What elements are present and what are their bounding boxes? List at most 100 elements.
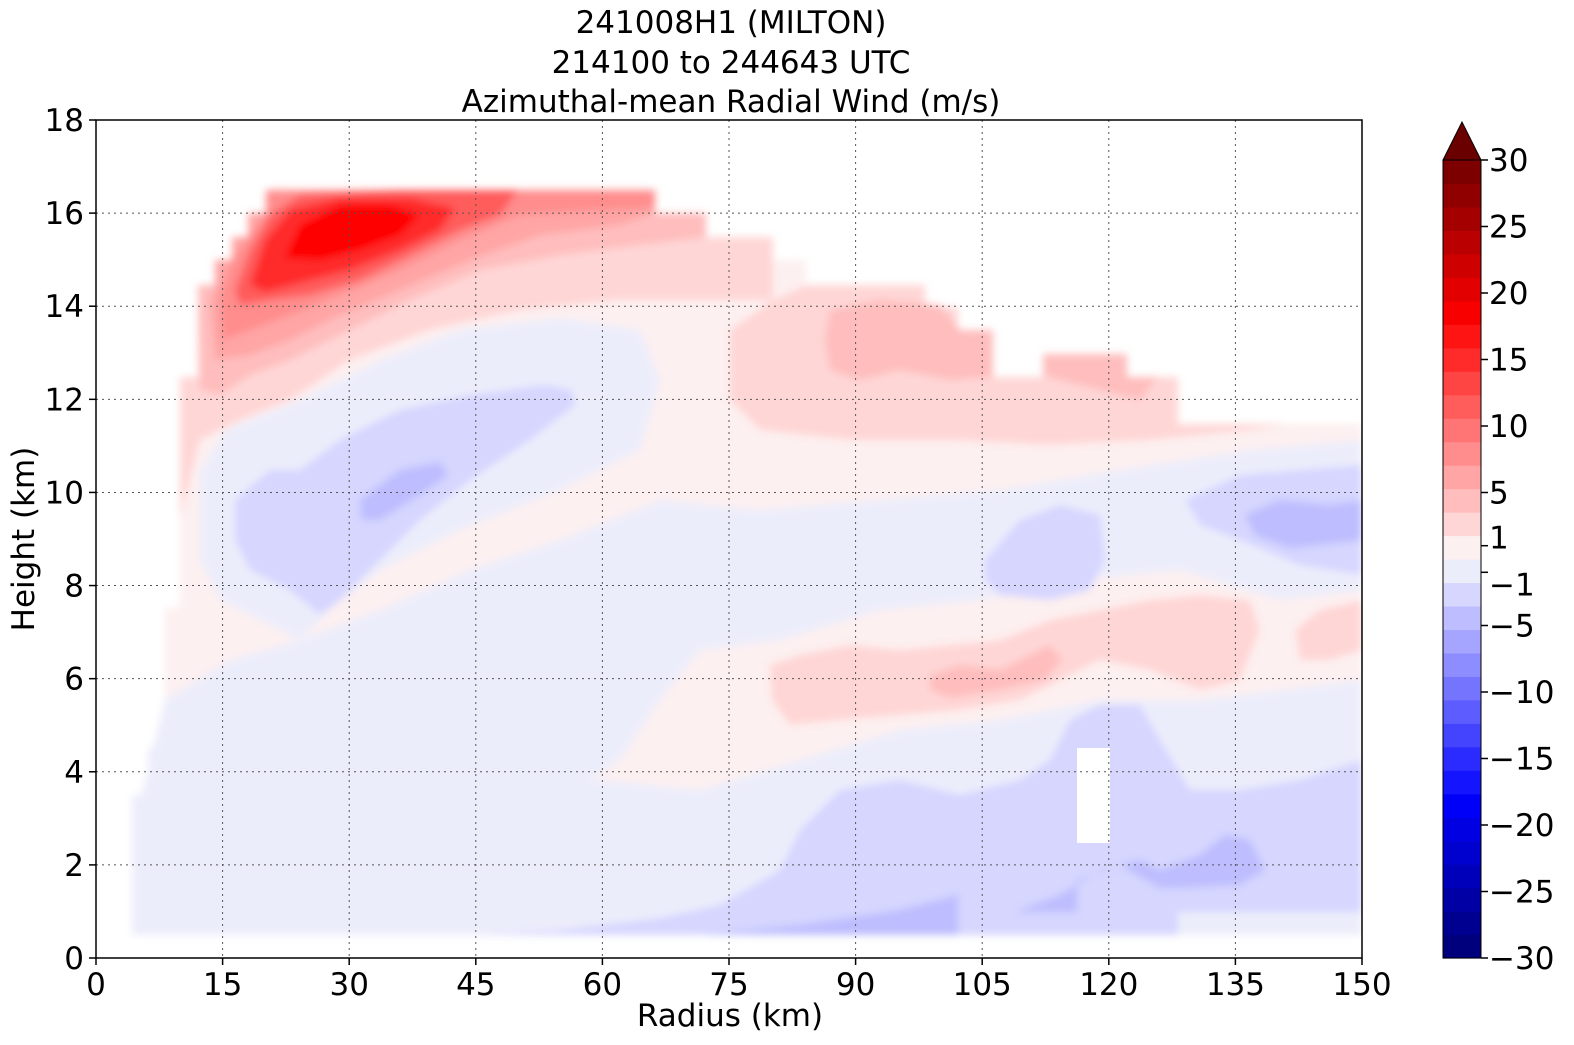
contour-pos-mid-right-b [1295, 600, 1362, 660]
title-line-1: 241008H1 (MILTON) [575, 5, 887, 41]
colorbar-segment-13 [1443, 629, 1481, 654]
colorbar-segment-31 [1443, 206, 1481, 232]
colorbar-segment-5 [1443, 817, 1481, 842]
x-tick-label-9: 135 [1206, 967, 1265, 1003]
colorbar-segment-1 [1443, 911, 1481, 936]
x-tick-label-10: 150 [1332, 967, 1391, 1003]
colorbar-segment-30 [1443, 230, 1481, 255]
y-tick-label-1: 2 [64, 848, 84, 884]
y-tick-label-9: 18 [45, 103, 84, 139]
colorbar-segment-26 [1443, 324, 1481, 349]
colorbar-segment-27 [1443, 300, 1481, 325]
x-tick-label-1: 15 [203, 967, 242, 1003]
x-tick-label-3: 45 [456, 967, 495, 1003]
x-tick-label-4: 60 [583, 967, 622, 1003]
colorbar-tick-label-4: 10 [1489, 409, 1528, 445]
colorbar-segment-7 [1443, 770, 1481, 795]
colorbar-segment-14 [1443, 605, 1481, 631]
contour-pos-mid-right [770, 595, 1260, 725]
colorbar-tick-label-13: −30 [1489, 941, 1554, 977]
contour-pos5-mid-right [930, 645, 1062, 698]
contour-pos5-upper-right [825, 300, 993, 380]
colorbar-segment-24 [1443, 371, 1481, 396]
colorbar-segment-21 [1443, 441, 1481, 466]
colorbar-segment-3 [1443, 864, 1481, 889]
colorbar-segment-4 [1443, 840, 1481, 865]
colorbar-segment-20 [1443, 465, 1481, 490]
colorbar-tick-label-11: −20 [1489, 808, 1554, 844]
contour-neg5-right-a [985, 505, 1105, 600]
colorbar-segment-0 [1443, 934, 1481, 959]
grid-lines [96, 120, 1362, 958]
y-tick-label-0: 0 [64, 941, 84, 977]
colorbar-segment-25 [1443, 347, 1481, 372]
colorbar-extend-arrow [1442, 120, 1482, 161]
colorbar-segment-12 [1443, 652, 1481, 677]
contour-neg10-bottom-right [1015, 835, 1265, 912]
colorbar-tick-label-6: 1 [1489, 521, 1509, 557]
y-tick-label-8: 16 [45, 196, 84, 232]
colorbar-segment-17 [1443, 535, 1481, 560]
y-tick-label-6: 12 [45, 382, 84, 418]
colorbar-segment-16 [1443, 559, 1481, 584]
x-tick-label-0: 0 [86, 967, 106, 1003]
y-tick-label-2: 4 [64, 755, 84, 791]
colorbar-segment-11 [1443, 676, 1481, 701]
x-tick-label-6: 90 [836, 967, 875, 1003]
colorbar: 30 25 20 15 10 5 1 −1 −5 −10 −15 −20 −25 −30 [1442, 120, 1554, 977]
colorbar-tick-label-8: −5 [1489, 609, 1535, 645]
x-axis-label: Radius (km) [637, 998, 823, 1034]
colorbar-tick-label-10: −15 [1489, 742, 1554, 778]
colorbar-tick-label-3: 15 [1489, 343, 1528, 379]
x-tick-label-8: 120 [1079, 967, 1138, 1003]
colorbar-segment-9 [1443, 723, 1481, 748]
y-axis-label: Height (km) [6, 447, 42, 632]
y-tick-label-5: 10 [45, 475, 84, 511]
colorbar-segment-19 [1443, 488, 1481, 513]
colorbar-segment-8 [1443, 746, 1481, 771]
contour-pos5-upper-right-b [1043, 354, 1158, 400]
contour-neg-lower-left [132, 748, 165, 935]
colorbar-tick-label-0: 30 [1489, 143, 1528, 179]
y-tick-label-3: 6 [64, 662, 84, 698]
contour-neg5-core [360, 462, 448, 520]
colorbar-tick-label-9: −10 [1489, 675, 1554, 711]
colorbar-segment-6 [1443, 793, 1481, 818]
colorbar-segment-18 [1443, 512, 1481, 537]
missing-data-gap [1077, 748, 1110, 843]
colorbar-segment-33 [1443, 160, 1481, 185]
colorbar-tick-label-2: 20 [1489, 276, 1528, 312]
contour-neg10-bottom [700, 895, 958, 935]
y-tick-label-7: 14 [45, 289, 84, 325]
contour-pos30-core [285, 205, 420, 260]
contour-neg10-right [1245, 500, 1362, 548]
contour-field [132, 190, 1362, 935]
colorbar-tick-label-5: 5 [1489, 476, 1509, 512]
colorbar-ticks: 30 25 20 15 10 5 1 −1 −5 −10 −15 −20 −25 −30 [1481, 143, 1554, 977]
colorbar-tick-label-1: 25 [1489, 210, 1528, 246]
contour-fill-layers [132, 190, 1362, 935]
colorbar-segments [1443, 160, 1481, 959]
colorbar-segment-15 [1443, 582, 1481, 607]
title-line-3: Azimuthal-mean Radial Wind (m/s) [461, 84, 1001, 120]
contour-neg5-bottom [470, 705, 1362, 935]
colorbar-segment-28 [1443, 277, 1481, 302]
colorbar-segment-23 [1443, 394, 1481, 419]
colorbar-frame [1442, 159, 1482, 959]
colorbar-segment-2 [1443, 887, 1481, 912]
y-tick-label-4: 8 [64, 569, 84, 605]
colorbar-tick-label-7: −1 [1489, 567, 1535, 603]
colorbar-segment-10 [1443, 699, 1481, 724]
colorbar-segment-32 [1443, 183, 1481, 208]
x-axis-ticks: 0 15 30 45 60 75 90 105 120 135 150 [86, 958, 1392, 1003]
x-tick-label-5: 75 [709, 967, 748, 1003]
x-tick-label-7: 105 [953, 967, 1012, 1003]
colorbar-segment-22 [1443, 418, 1481, 443]
y-axis-ticks: 0 2 4 6 8 10 12 14 16 18 [45, 103, 96, 977]
colorbar-segment-29 [1443, 253, 1481, 278]
plot-area: 0 15 30 45 60 75 90 105 120 135 150 0 2 4 6 8 10 12 14 16 1… [45, 103, 1392, 1003]
colorbar-tick-label-12: −25 [1489, 875, 1554, 911]
x-tick-label-2: 30 [329, 967, 368, 1003]
title-line-2: 214100 to 244643 UTC [551, 45, 911, 81]
